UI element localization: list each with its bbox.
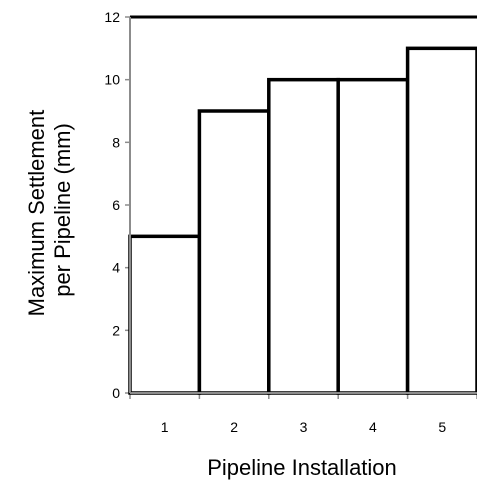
x-axis-title: Pipeline Installation <box>207 455 397 480</box>
y-tick-label: 10 <box>104 72 120 88</box>
x-tick-label: 5 <box>438 419 446 435</box>
y-tick-label: 8 <box>112 134 120 150</box>
bar-4 <box>336 77 410 395</box>
x-tick-label: 3 <box>300 419 308 435</box>
x-tick-label: 2 <box>230 419 238 435</box>
bars <box>128 46 477 395</box>
bar-5 <box>405 46 477 395</box>
y-tick-label: 12 <box>104 9 120 25</box>
y-tick-label: 6 <box>112 197 120 213</box>
y-tick-label: 2 <box>112 322 120 338</box>
y-axis-title-line-1: Maximum Settlement <box>24 110 49 317</box>
y-axis-title-line-2: per Pipeline (mm) <box>50 123 75 297</box>
x-tick-label: 1 <box>161 419 169 435</box>
axes <box>129 15 477 394</box>
y-tick-label: 0 <box>112 385 120 401</box>
y-axis-title: Maximum Settlement per Pipeline (mm) <box>24 104 75 317</box>
y-axis-ticks <box>125 16 130 394</box>
x-tick-label: 4 <box>369 419 377 435</box>
bar-1 <box>128 234 202 395</box>
bar-3 <box>267 77 340 395</box>
bar-2 <box>197 109 271 395</box>
y-tick-label: 4 <box>112 260 120 276</box>
